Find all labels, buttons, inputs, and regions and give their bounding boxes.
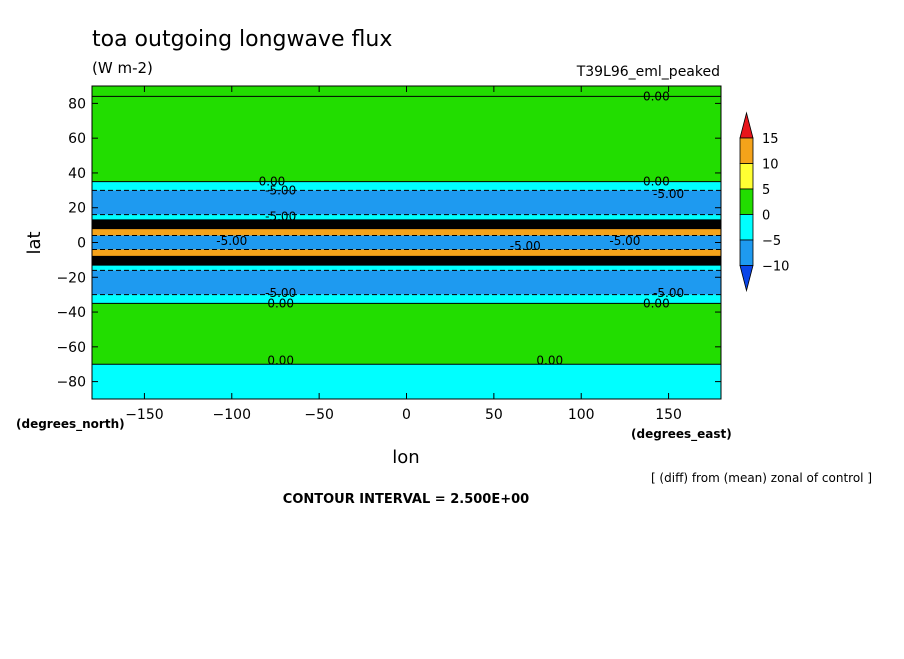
- contour-label: -5.00: [653, 187, 684, 201]
- contour-label: -5.00: [265, 183, 296, 197]
- colorbar-label: 15: [762, 132, 779, 147]
- y-tick-label: −20: [56, 270, 86, 286]
- x-tick-label: −100: [213, 407, 251, 423]
- x-axis-label: lon: [392, 447, 419, 468]
- contour-label: 0.00: [643, 175, 670, 189]
- contour-label: -5.00: [653, 286, 684, 300]
- x-tick-label: −150: [125, 407, 163, 423]
- y-unit-label: (degrees_north): [16, 417, 125, 432]
- band-6: [92, 228, 721, 236]
- diff-note: [ (diff) from (mean) zonal of control ]: [651, 471, 872, 485]
- experiment-label: T39L96_eml_peaked: [576, 64, 720, 80]
- contour-label: -5.00: [265, 286, 296, 300]
- x-tick-label: −50: [304, 407, 334, 423]
- colorbar: 15 10 5 0 −5 −10: [739, 111, 789, 293]
- colorbar-label: 0: [762, 209, 770, 224]
- band-13: [92, 303, 721, 365]
- y-tick-label: 80: [68, 96, 86, 112]
- colorbar-box: [739, 163, 754, 190]
- y-axis-ticks: 80 60 40 20 0 −20 −40 −60 −80: [56, 96, 721, 391]
- y-tick-label: 20: [68, 201, 86, 217]
- band-11: [92, 270, 721, 295]
- contour-lines: [92, 95, 721, 365]
- band-4: [92, 214, 721, 220]
- band-2: [92, 181, 721, 191]
- colorbar-label: −5: [762, 234, 781, 249]
- colorbar-box: [739, 239, 754, 266]
- colorbar-bottom-arrow: [739, 265, 754, 293]
- contour-label: 0.00: [267, 296, 294, 310]
- colorbar-label: 5: [762, 183, 770, 198]
- contour-label: 0.00: [643, 89, 670, 103]
- units-label: (W m-2): [92, 59, 153, 77]
- band-1: [92, 96, 721, 182]
- x-tick-label: 150: [655, 407, 682, 423]
- contour-label: 0.00: [536, 354, 563, 368]
- x-tick-label: 0: [402, 407, 411, 423]
- x-tick-label: 50: [485, 407, 503, 423]
- y-axis-label: lat: [24, 231, 45, 254]
- band-10: [92, 265, 721, 271]
- contour-label: -5.00: [510, 239, 541, 253]
- colorbar-label: −10: [762, 260, 789, 275]
- contour-label: -5.00: [265, 209, 296, 223]
- x-tick-label: 100: [568, 407, 595, 423]
- band-8: [92, 249, 721, 257]
- y-tick-label: −40: [56, 305, 86, 321]
- y-tick-label: 60: [68, 131, 86, 147]
- band-7: [92, 235, 721, 250]
- x-axis-ticks: −150 −100 −50 0 50 100 150: [125, 86, 682, 423]
- y-tick-label: −80: [56, 375, 86, 391]
- contour-label: -5.00: [216, 234, 247, 248]
- band-9: [92, 256, 721, 266]
- band-12: [92, 294, 721, 304]
- contour-interval: CONTOUR INTERVAL = 2.500E+00: [283, 492, 529, 507]
- contour-label: -5.00: [609, 234, 640, 248]
- colorbar-top-arrow: [739, 111, 754, 139]
- contour-label: 0.00: [259, 175, 286, 189]
- contour-label: 0.00: [643, 296, 670, 310]
- x-unit-label: (degrees_east): [631, 427, 732, 442]
- shaded-field: [92, 86, 721, 399]
- colorbar-box: [739, 137, 754, 164]
- chart-title: toa outgoing longwave flux: [92, 27, 392, 52]
- colorbar-label: 10: [762, 158, 779, 173]
- colorbar-box: [739, 188, 754, 215]
- band-3: [92, 190, 721, 215]
- y-tick-label: −60: [56, 340, 86, 356]
- band-5: [92, 219, 721, 229]
- y-tick-label: 0: [77, 236, 86, 252]
- y-tick-label: 40: [68, 166, 86, 182]
- contour-label: 0.00: [267, 354, 294, 368]
- contour-labels: 0.000.00-5.000.00-5.00-5.00-5.00 -5.00 -5.…: [216, 89, 684, 367]
- colorbar-box: [739, 214, 754, 241]
